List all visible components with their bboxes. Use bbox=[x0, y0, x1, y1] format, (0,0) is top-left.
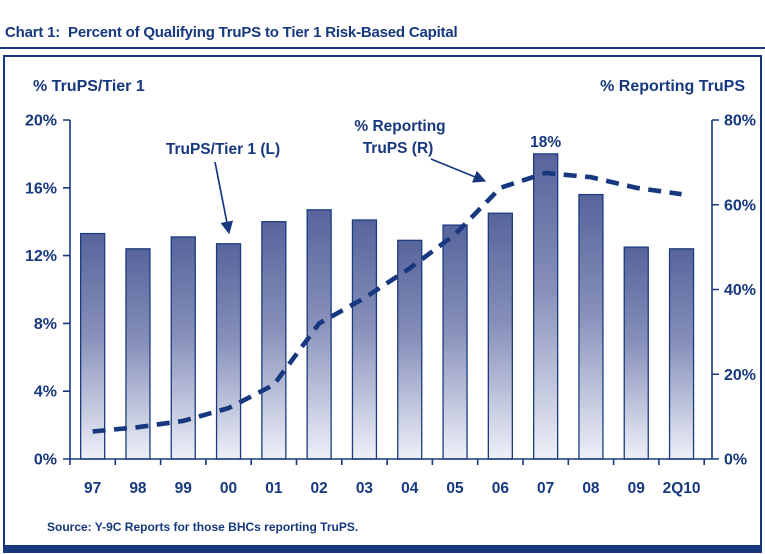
bar-98 bbox=[125, 248, 151, 460]
annotation-reporting-line2: TruPS (R) bbox=[363, 140, 434, 157]
x-axis-line bbox=[69, 458, 712, 465]
bar-value-label: 18% bbox=[530, 134, 561, 151]
bar-02 bbox=[306, 209, 332, 460]
x-label-06: 06 bbox=[492, 480, 510, 497]
x-label-08: 08 bbox=[582, 480, 600, 497]
left-tick-label: 12% bbox=[25, 248, 57, 265]
right-axis-tick-labels: 0% 20% 40% 60% 80% bbox=[724, 113, 756, 469]
left-tick-label: 16% bbox=[25, 180, 57, 197]
bar-97 bbox=[80, 232, 106, 460]
right-tick-label: 0% bbox=[724, 452, 747, 469]
right-axis-title: % Reporting TruPS bbox=[600, 78, 745, 95]
x-label-04: 04 bbox=[401, 480, 419, 497]
x-label-03: 03 bbox=[356, 480, 374, 497]
bar-2Q10 bbox=[668, 248, 695, 460]
reporting-trups-line bbox=[92, 170, 682, 434]
bar-04 bbox=[397, 239, 423, 460]
x-label-07: 07 bbox=[537, 480, 554, 497]
x-label-2Q10: 2Q10 bbox=[663, 480, 701, 497]
annotation-reporting-line1: % Reporting bbox=[354, 118, 445, 135]
left-axis-line bbox=[63, 119, 71, 460]
bar-08 bbox=[578, 193, 604, 460]
axes bbox=[63, 119, 719, 465]
bar-09 bbox=[623, 246, 649, 460]
bar-03 bbox=[351, 219, 378, 460]
x-label-05: 05 bbox=[446, 480, 464, 497]
bar-01 bbox=[261, 221, 287, 460]
annotation-trups-tier1-label: TruPS/Tier 1 (L) bbox=[166, 141, 280, 158]
bar-99 bbox=[170, 236, 196, 460]
x-axis-labels: 97 98 99 00 01 02 03 04 05 06 07 08 09 2Q10 bbox=[84, 480, 700, 497]
left-tick-label: 20% bbox=[25, 113, 57, 130]
x-label-01: 01 bbox=[265, 480, 283, 497]
title-rule bbox=[0, 47, 765, 49]
x-label-97: 97 bbox=[84, 480, 101, 497]
chart-title: Chart 1: Percent of Qualifying TruPS to … bbox=[5, 24, 458, 41]
x-label-98: 98 bbox=[129, 480, 147, 497]
right-tick-label: 20% bbox=[724, 367, 756, 384]
annotation-reporting-trups: % Reporting TruPS (R) bbox=[354, 118, 487, 183]
right-axis-line bbox=[711, 119, 719, 460]
bars-group bbox=[80, 153, 695, 460]
bar-07 bbox=[533, 153, 559, 460]
left-tick-label: 0% bbox=[34, 452, 57, 469]
left-axis-title: % TruPS/Tier 1 bbox=[33, 78, 145, 95]
right-tick-label: 40% bbox=[724, 282, 756, 299]
left-axis-tick-labels: 0% 4% 8% 12% 16% 20% bbox=[25, 113, 57, 469]
bar-06 bbox=[487, 212, 514, 460]
bar-00 bbox=[215, 243, 242, 460]
x-label-09: 09 bbox=[628, 480, 646, 497]
source-note: Source: Y-9C Reports for those BHCs repo… bbox=[47, 520, 359, 534]
annotation-trups-tier1: TruPS/Tier 1 (L) bbox=[166, 141, 280, 235]
annotation-arrow bbox=[214, 161, 234, 235]
left-tick-label: 4% bbox=[34, 384, 57, 401]
x-label-02: 02 bbox=[311, 480, 328, 497]
right-tick-label: 80% bbox=[724, 113, 756, 130]
left-tick-label: 8% bbox=[34, 316, 57, 333]
x-label-99: 99 bbox=[175, 480, 193, 497]
right-tick-label: 60% bbox=[724, 197, 756, 214]
bar-05 bbox=[442, 224, 468, 460]
x-label-00: 00 bbox=[220, 480, 237, 497]
annotation-arrow bbox=[430, 158, 487, 183]
